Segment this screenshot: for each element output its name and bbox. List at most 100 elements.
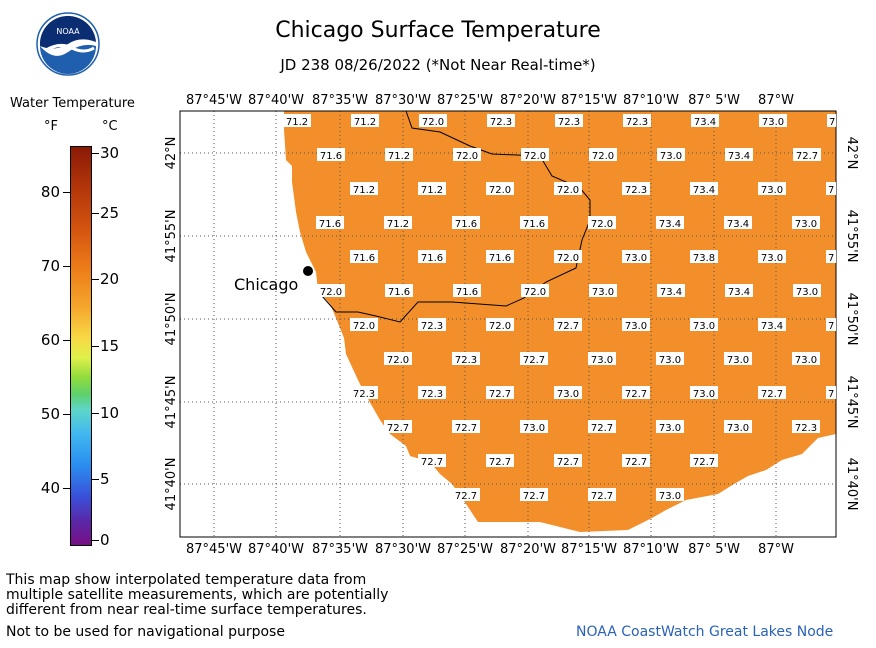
value-box (826, 386, 836, 399)
temperature-value: 72.0 (419, 114, 447, 128)
value-text: 72.0 (557, 253, 579, 264)
value-text: 71.2 (353, 185, 375, 196)
temperature-value: 72.7 (418, 454, 446, 468)
value-box (554, 182, 582, 195)
value-text: 72.7 (796, 151, 818, 162)
value-text: 72.3 (353, 389, 375, 400)
temperature-value: 73.0 (758, 182, 786, 196)
value-box (452, 420, 480, 433)
temperature-value: 73.0 (588, 352, 616, 366)
value-box (690, 318, 718, 331)
temperature-value: 73.0 (622, 250, 650, 264)
value-text: 71.6 (320, 151, 342, 162)
temperature-value: 71.2 (418, 182, 446, 196)
temperature-value: 72.7 (690, 454, 718, 468)
value-text: 73.4 (693, 185, 715, 196)
longitude-label-top: 87°35'W (312, 93, 368, 108)
temperature-value: 72.3 (418, 318, 446, 332)
temperature-value: 73.0 (690, 386, 718, 400)
value-box (554, 454, 582, 467)
temperature-value: 7 (826, 250, 836, 264)
fahrenheit-tick (63, 488, 70, 489)
value-box (384, 216, 412, 229)
celsius-tick (92, 479, 99, 481)
value-text: 73.0 (660, 151, 682, 162)
value-box (690, 250, 718, 263)
temperature-value: 72.0 (554, 250, 582, 264)
value-box (418, 250, 446, 263)
celsius-tick-label: 0 (100, 531, 110, 549)
temperature-value: 73.4 (758, 318, 786, 332)
temperature-value: 73.0 (622, 318, 650, 332)
temperature-value: 72.7 (622, 454, 650, 468)
value-text: 7 (828, 389, 834, 400)
navigation-warning: Not to be used for navigational purpose (6, 624, 285, 640)
value-box (589, 148, 617, 161)
temperature-value: 73.0 (520, 420, 548, 434)
longitude-label-top: 87°15'W (561, 93, 617, 108)
temperature-value: 72.7 (554, 318, 582, 332)
value-text: 73.0 (727, 423, 749, 434)
value-text: 72.0 (524, 287, 546, 298)
chicago-city-marker (303, 266, 313, 276)
legend-unit-fahrenheit: °F (44, 119, 58, 134)
value-box (793, 284, 821, 297)
temperature-value: 71.6 (486, 250, 514, 264)
temperature-value: 72.3 (350, 386, 378, 400)
value-text: 73.4 (694, 117, 716, 128)
value-box (588, 216, 616, 229)
latitude-label-left: 41°50'N (164, 293, 179, 346)
temperature-value: 73.0 (724, 352, 752, 366)
celsius-tick (92, 212, 99, 214)
fahrenheit-tick-label: 40 (40, 479, 60, 497)
temperature-value: 72.3 (555, 114, 583, 128)
temperature-value: 73.0 (656, 352, 684, 366)
celsius-tick (92, 540, 99, 541)
latitude-label-right: 41°45'N (844, 376, 859, 429)
latitude-label-left: 41°45'N (164, 376, 179, 429)
value-text: 72.0 (320, 287, 342, 298)
value-text: 73.0 (762, 117, 784, 128)
value-text: 7 (828, 185, 834, 196)
value-box (725, 148, 753, 161)
longitude-label-top: 87°30'W (375, 93, 431, 108)
longitude-label-bottom: 87° 5'W (688, 542, 740, 557)
value-box (385, 148, 413, 161)
value-text: 73.4 (660, 287, 682, 298)
temperature-value: 72.7 (452, 420, 480, 434)
value-text: 73.0 (727, 355, 749, 366)
value-text: 72.3 (455, 355, 477, 366)
longitude-label-top: 87° 5'W (688, 93, 740, 108)
temperature-value: 72.0 (486, 182, 514, 196)
temperature-value: 72.0 (521, 148, 549, 162)
temperature-value: 71.2 (351, 114, 379, 128)
value-box (452, 352, 480, 365)
celsius-tick (92, 346, 99, 347)
temperature-value: 72.7 (554, 454, 582, 468)
value-box (622, 182, 650, 195)
temperature-value: 72.7 (520, 352, 548, 366)
disclaimer-note: This map show interpolated temperature d… (6, 572, 389, 618)
map-subtitle: JD 238 08/26/2022 (*Not Near Real-time*) (280, 56, 596, 74)
latitude-label-right: 41°40'N (844, 458, 859, 511)
temperature-value: 73.4 (657, 284, 685, 298)
temperature-value: 7 (827, 114, 836, 128)
value-box (418, 454, 446, 467)
value-text: 72.0 (557, 185, 579, 196)
celsius-tick-label: 10 (100, 403, 120, 422)
value-text: 73.4 (727, 219, 749, 230)
value-text: 72.3 (558, 117, 580, 128)
value-box (453, 284, 481, 297)
latitude-label-right: 42°N (844, 137, 859, 170)
noaa-logo-icon: NOAA (36, 12, 100, 76)
temperature-value: 72.3 (623, 114, 651, 128)
value-box (588, 352, 616, 365)
value-box (690, 182, 718, 195)
value-text: 71.2 (387, 219, 409, 230)
value-text: 72.7 (625, 389, 647, 400)
temperature-value: 72.0 (486, 318, 514, 332)
value-box (385, 284, 413, 297)
longitude-label-top: 87°20'W (500, 93, 556, 108)
value-text: 73.0 (659, 355, 681, 366)
